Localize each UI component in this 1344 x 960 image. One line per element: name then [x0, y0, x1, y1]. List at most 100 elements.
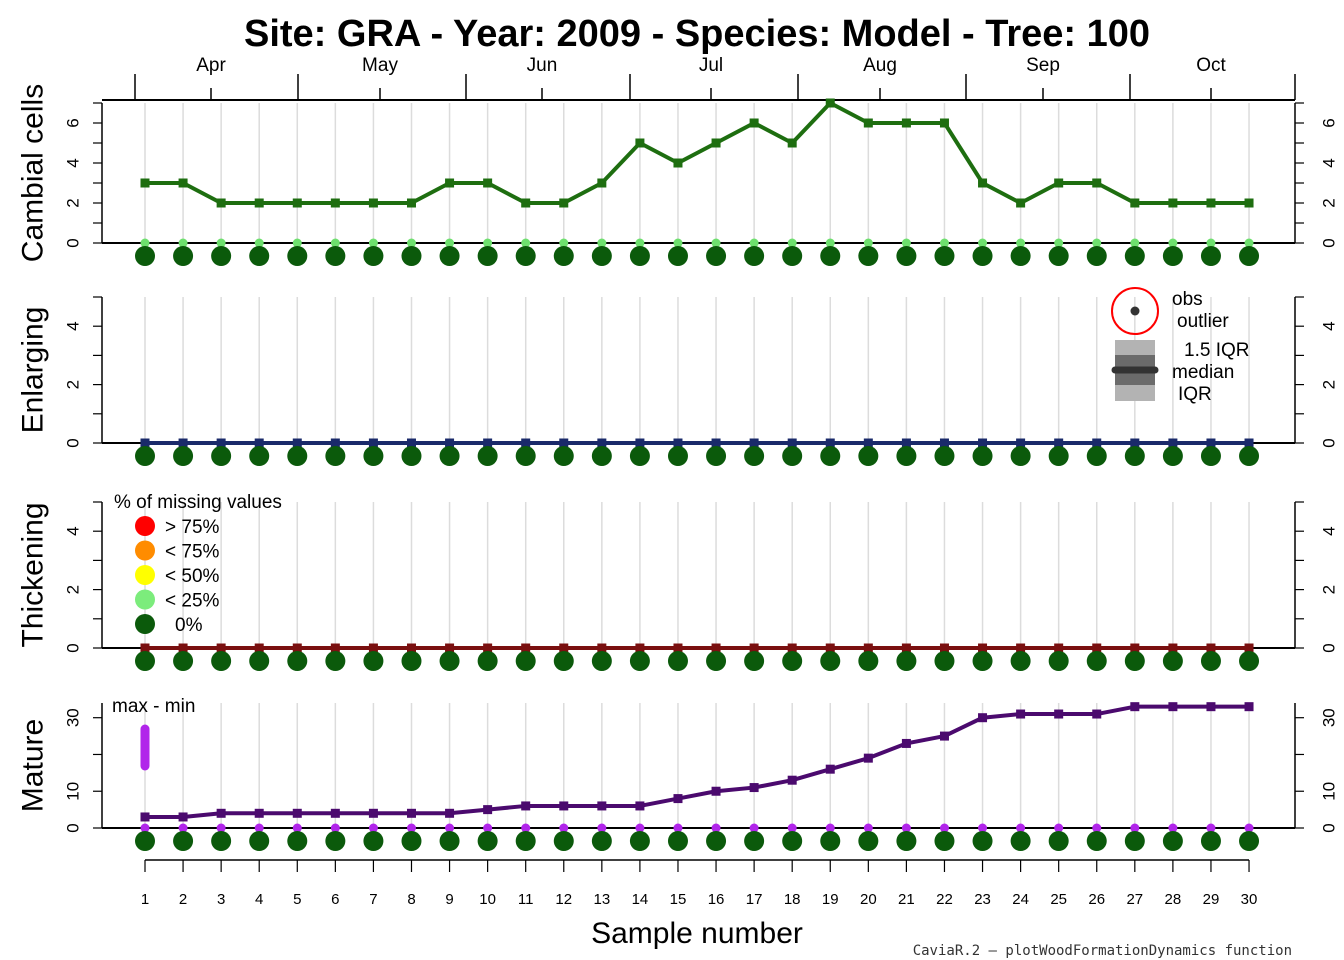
x-tick-label: 20	[860, 891, 877, 908]
missing-indicator-dot	[515, 831, 536, 851]
zero-marker	[749, 238, 759, 248]
y-tick-label: 10	[64, 782, 83, 801]
missing-indicator-dot	[1010, 651, 1031, 671]
missing-indicator-dot	[744, 246, 765, 266]
missing-indicator-dot	[820, 246, 841, 266]
y-axis-label: Mature	[17, 719, 50, 812]
zero-marker	[597, 823, 607, 833]
y-tick-label-right: 6	[1320, 118, 1339, 127]
zero-marker	[1206, 238, 1216, 248]
series-point	[863, 643, 873, 653]
series-point	[178, 812, 188, 822]
series-point	[901, 738, 911, 748]
missing-indicator-dot	[477, 831, 498, 851]
missing-values-legend: % of missing values > 75% < 75% < 50% < 25%…	[114, 492, 282, 636]
series-point	[787, 138, 797, 148]
series-point	[597, 801, 607, 811]
series-point	[1130, 702, 1140, 712]
missing-indicator-dot	[1010, 446, 1031, 466]
zero-marker	[1092, 823, 1102, 833]
series-point	[483, 643, 493, 653]
zero-marker	[445, 238, 455, 248]
zero-marker	[673, 238, 683, 248]
series-point	[749, 643, 759, 653]
missing-legend-dot	[135, 565, 155, 585]
x-axis-label: Sample number	[591, 917, 803, 950]
series-point	[1244, 702, 1254, 712]
zero-marker	[939, 238, 949, 248]
month-label: May	[362, 55, 398, 76]
chart-title: Site: GRA - Year: 2009 - Species: Model …	[244, 13, 1150, 55]
x-tick-label: 8	[407, 891, 415, 908]
missing-indicator-dot	[401, 446, 422, 466]
zero-marker	[749, 823, 759, 833]
series-point	[368, 808, 378, 818]
x-tick-label: 19	[822, 891, 839, 908]
missing-indicator-dot	[972, 246, 993, 266]
series-point	[749, 438, 759, 448]
missing-indicator-dot	[325, 651, 346, 671]
series-point	[863, 118, 873, 128]
missing-indicator-dot	[667, 831, 688, 851]
missing-indicator-dot	[515, 651, 536, 671]
missing-indicator-dot	[629, 831, 650, 851]
x-tick-label: 17	[746, 891, 763, 908]
series-point	[1206, 702, 1216, 712]
zero-marker	[901, 238, 911, 248]
month-axis: Apr May Jun Jul Aug Sep Oct	[102, 55, 1296, 101]
series-point	[1016, 438, 1026, 448]
y-tick-label: 2	[64, 585, 83, 594]
missing-indicator-dot	[135, 831, 155, 851]
series-point	[292, 438, 302, 448]
series-point	[368, 643, 378, 653]
missing-indicator-dot	[439, 831, 460, 851]
series-point	[559, 438, 569, 448]
y-tick-label: 2	[64, 380, 83, 389]
missing-indicator-dot	[287, 246, 308, 266]
panel-thickening: 0 0 2 2 4 4 Thickening	[17, 501, 1339, 671]
series-point	[1168, 438, 1178, 448]
y-tick-label: 4	[64, 321, 83, 330]
missing-indicator-dot	[858, 651, 879, 671]
series-point	[635, 138, 645, 148]
series-point	[254, 198, 264, 208]
zero-marker	[254, 823, 264, 833]
missing-indicator-dot	[173, 246, 194, 266]
series-point	[597, 643, 607, 653]
y-tick-label-right: 0	[1320, 643, 1339, 652]
missing-indicator-dot	[972, 831, 993, 851]
month-label: Sep	[1026, 55, 1060, 76]
missing-indicator-dot	[1162, 446, 1183, 466]
y-tick-label: 30	[64, 708, 83, 727]
series-point	[825, 98, 835, 108]
missing-indicator-dot	[401, 651, 422, 671]
missing-indicator-dot	[896, 446, 917, 466]
series-point	[330, 198, 340, 208]
series-point	[445, 808, 455, 818]
zero-marker	[406, 823, 416, 833]
series-point	[521, 643, 531, 653]
missing-indicator-dot	[1124, 446, 1145, 466]
y-axis-label: Enlarging	[17, 307, 50, 434]
zero-marker	[825, 238, 835, 248]
x-tick-label: 21	[898, 891, 915, 908]
zero-marker	[254, 238, 264, 248]
missing-indicator-dot	[249, 651, 270, 671]
series-point	[445, 438, 455, 448]
panel-cambial-cells: 0 0 2 2 4 4 6 6 Cambial cells	[17, 84, 1339, 266]
missing-indicator-dot	[706, 831, 727, 851]
series-point	[559, 643, 569, 653]
series-point	[559, 801, 569, 811]
missing-legend-dot	[135, 614, 155, 634]
zero-marker	[1016, 823, 1026, 833]
series-point	[1054, 178, 1064, 188]
missing-legend-label: < 25%	[165, 591, 220, 612]
y-tick-label: 2	[64, 198, 83, 207]
series-point	[140, 438, 150, 448]
zero-marker	[559, 238, 569, 248]
series-point	[254, 643, 264, 653]
missing-indicator-dot	[629, 446, 650, 466]
zero-marker	[1168, 238, 1178, 248]
x-tick-label: 3	[217, 891, 225, 908]
missing-indicator-dot	[1239, 246, 1260, 266]
